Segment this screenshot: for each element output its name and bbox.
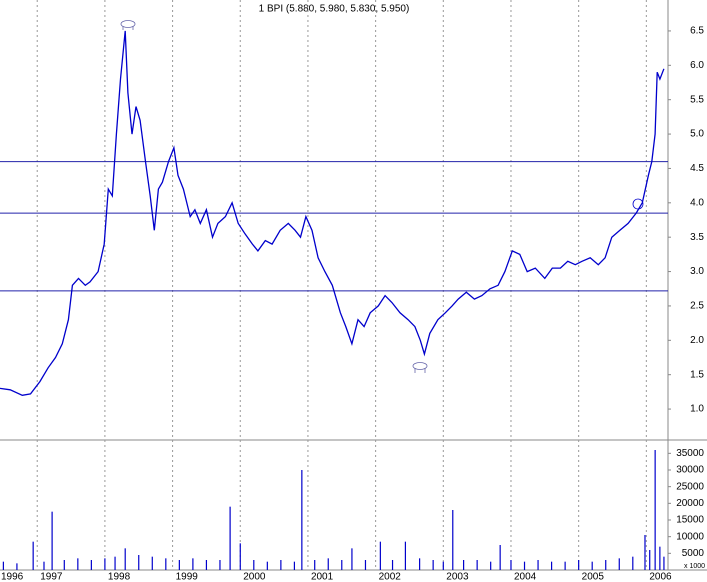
y-tick-label: 1.0: [690, 404, 704, 415]
y-tick-label: 2.5: [690, 301, 704, 312]
x-tick-label: 2000: [243, 572, 266, 582]
y-tick-label: 5000: [682, 548, 705, 559]
y-tick-label: 30000: [676, 465, 704, 476]
y-tick-label: 35000: [676, 448, 704, 459]
y-tick-label: 4.5: [690, 163, 704, 174]
price-line: [0, 30, 665, 396]
x-tick-label: 1996: [1, 572, 24, 582]
x-tick-label: 2004: [514, 572, 537, 582]
y-tick-label: 3.5: [690, 232, 704, 243]
x-tick-label: 2005: [582, 572, 605, 582]
y-tick-label: 10000: [676, 531, 704, 542]
y-tick-label: 5.0: [690, 129, 704, 140]
x-tick-label: 2006: [649, 572, 672, 582]
y-tick-label: 5.5: [690, 94, 704, 105]
y-tick-label: 15000: [676, 515, 704, 526]
x-tick-label: 2002: [379, 572, 402, 582]
x-tick-label: 2003: [446, 572, 469, 582]
x-tick-label: 1997: [40, 572, 63, 582]
y-tick-label: 4.0: [690, 197, 704, 208]
y-tick-label: 2.0: [690, 335, 704, 346]
bear-icon: [412, 362, 428, 373]
y-tick-label: 6.5: [690, 26, 704, 37]
y-tick-label: 3.0: [690, 266, 704, 277]
y-tick-label: 1.5: [690, 369, 704, 380]
y-tick-label: 25000: [676, 481, 704, 492]
x-tick-label: 1998: [108, 572, 131, 582]
bull-icon: [120, 20, 136, 30]
chart-title: 1 BPI (5.880, 5.980, 5.830, 5.950): [259, 4, 410, 15]
y-tick-label: 20000: [676, 498, 704, 509]
x-tick-label: 2001: [311, 572, 334, 582]
volume-unit: x 1000: [684, 563, 705, 570]
y-tick-label: 6.0: [690, 60, 704, 71]
x-tick-label: 1999: [176, 572, 199, 582]
